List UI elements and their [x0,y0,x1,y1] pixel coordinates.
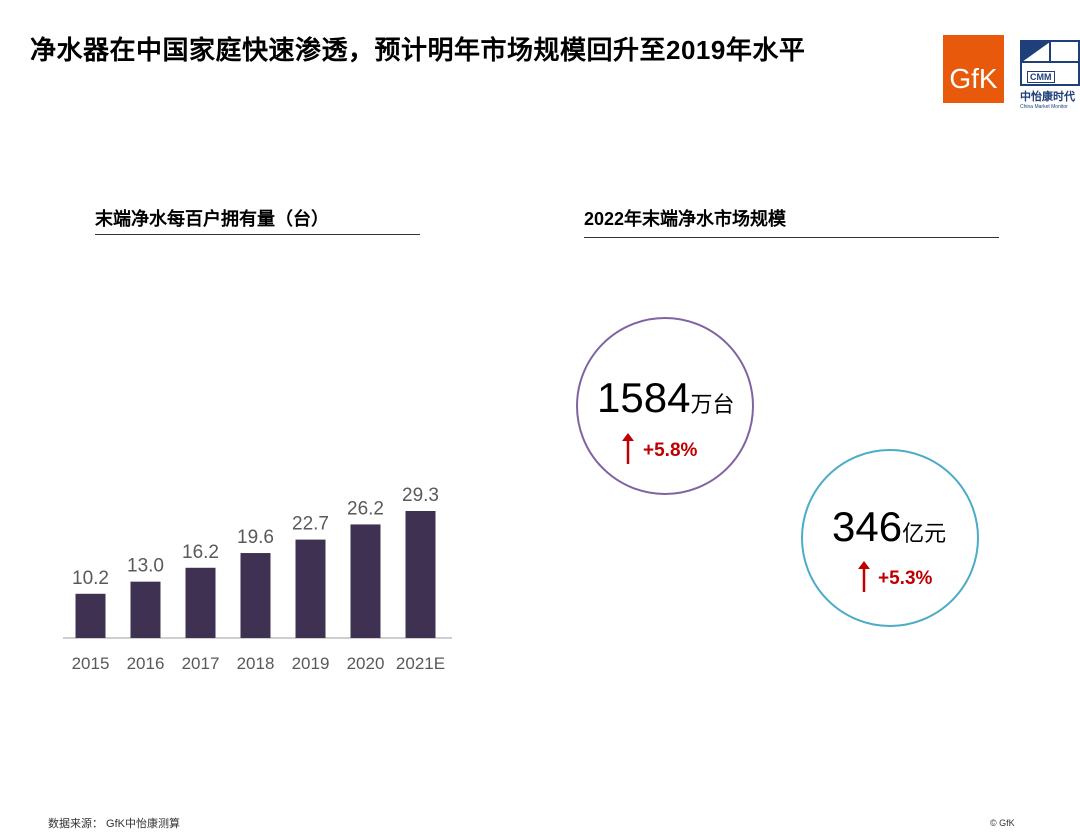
cmm-logo-text: CMM [1027,71,1055,83]
x-tick-label-2015: 2015 [72,654,110,673]
footer-source: 数据来源： GfK中怡康测算 [48,818,181,830]
ownership-bar-chart: 10.2 2015 13.0 2016 16.2 2017 19.6 2018 22.7 2019… [63,485,452,673]
data-label-2017: 16.2 [182,542,219,563]
revenue-growth-arrow-up-icon [858,561,870,592]
x-tick-label-2019: 2019 [292,654,330,673]
units-growth-value: +5.8% [643,440,698,461]
data-label-2015: 10.2 [72,568,109,589]
cmm-logo: CMM 中怡康时代 China Market Monitor [1016,38,1080,118]
x-tick-label-2021E: 2021E [396,654,445,673]
data-label-2020: 26.2 [347,498,384,519]
left-section-title: 末端净水每百户拥有量（台） [95,209,329,229]
cmm-logo-subtitle: China Market Monitor [1020,104,1068,110]
bar-2016 [130,581,161,638]
revenue-metric-circle [801,449,979,627]
units-metric-value: 1584 [597,374,691,421]
data-label-2021E: 29.3 [402,485,439,506]
revenue-metric-value: 346 [832,503,903,550]
units-metric-value-wrap: 1584万台 [597,374,734,422]
data-label-2016: 13.0 [127,556,164,577]
bar-2019 [295,539,326,638]
units-metric-circle [576,317,754,495]
right-section-divider [584,237,999,238]
gfk-logo: GfK [943,35,1004,103]
x-tick-label-2018: 2018 [237,654,275,673]
units-metric-unit: 万台 [690,392,735,417]
page-title: 净水器在中国家庭快速渗透，预计明年市场规模回升至2019年水平 [30,35,806,65]
revenue-growth-value: +5.3% [878,568,933,589]
x-tick-label-2017: 2017 [182,654,220,673]
footer-copyright: © GfK [990,818,1015,828]
revenue-metric-value-wrap: 346亿元 [832,503,946,551]
x-tick-label-2016: 2016 [127,654,165,673]
x-tick-label-2020: 2020 [347,654,385,673]
bar-2015 [75,593,106,638]
cmm-logo-frame: CMM [1020,40,1080,86]
units-growth-arrow-up-icon [622,433,634,464]
revenue-metric-unit: 亿元 [902,521,947,546]
data-label-2019: 22.7 [292,514,329,535]
data-label-2018: 19.6 [237,527,274,548]
bar-2017 [185,567,216,638]
bar-2020 [350,524,381,638]
right-section-title: 2022年末端净水市场规模 [584,209,787,229]
left-section-divider [95,234,420,235]
bar-2021E [405,511,436,638]
bar-2018 [240,553,271,638]
cmm-logo-name: 中怡康时代 [1020,91,1075,103]
cmm-logo-mark-icon [1022,42,1080,63]
